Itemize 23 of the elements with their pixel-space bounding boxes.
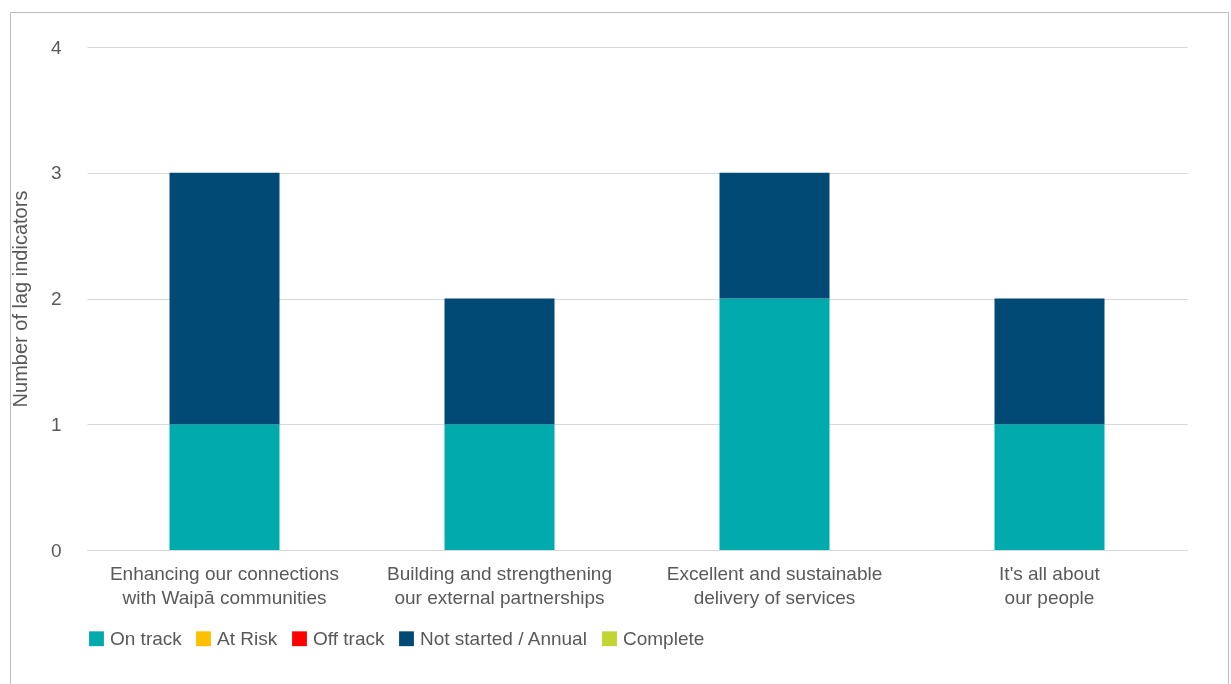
legend-label: At Risk bbox=[217, 627, 278, 649]
y-tick-label: 3 bbox=[50, 162, 62, 184]
legend-label: On track bbox=[110, 627, 183, 649]
bar bbox=[444, 298, 555, 425]
legend-label: Not started / Annual bbox=[420, 627, 587, 649]
y-tick-label: 4 bbox=[50, 36, 62, 58]
bar bbox=[444, 424, 555, 550]
y-tick-label: 2 bbox=[50, 288, 62, 309]
bar bbox=[719, 172, 830, 299]
bar bbox=[169, 172, 280, 425]
x-tick-label: It's all about our people bbox=[999, 562, 1101, 608]
bar bbox=[994, 298, 1105, 425]
y-axis-title: Number of lag indicators bbox=[8, 190, 31, 408]
x-tick-label: Enhancing our connections with Waipā communities bbox=[109, 562, 340, 608]
y-tick-label: 0 bbox=[50, 539, 62, 561]
bar bbox=[719, 298, 830, 550]
x-tick-label: Building and strengthening our external partnerships bbox=[386, 562, 613, 608]
x-tick-label: Excellent and sustainable delivery of services bbox=[666, 562, 883, 608]
legend-label: Complete bbox=[623, 627, 705, 649]
y-tick-label: 1 bbox=[50, 413, 62, 435]
legend-label: Off track bbox=[313, 627, 385, 649]
bar bbox=[169, 424, 280, 550]
bar bbox=[994, 424, 1105, 550]
